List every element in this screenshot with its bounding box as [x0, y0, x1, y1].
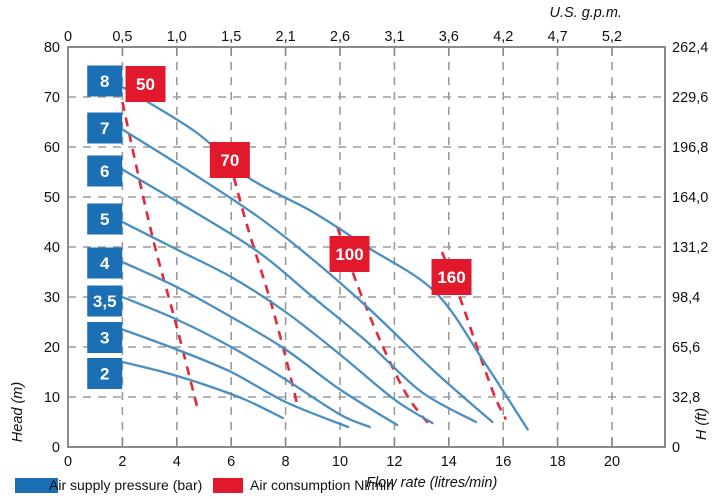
y-tick-label: 50 — [44, 190, 60, 206]
y-tick-label: 70 — [44, 90, 60, 106]
x-axis-title: Flow rate (litres/min) — [366, 475, 498, 491]
consumption-legend-swatch — [213, 478, 243, 493]
consumption-legend-label: Air consumption Nl/min — [250, 477, 394, 493]
pressure-curve-4 — [121, 260, 399, 427]
right-tick-label: 131,2 — [672, 240, 708, 256]
pressure-label-text-2: 2 — [100, 365, 109, 384]
top-tick-label: 3,1 — [384, 29, 404, 45]
x-tick-label: 6 — [227, 454, 235, 470]
x-tick-label: 2 — [118, 454, 126, 470]
consumption-label-text-70: 70 — [220, 151, 239, 170]
x-tick-label: 10 — [332, 454, 348, 470]
y-tick-label: 40 — [44, 240, 60, 256]
pressure-label-text-8: 8 — [100, 72, 109, 91]
right-tick-label: 262,4 — [672, 40, 708, 56]
top-tick-label: 2,1 — [276, 29, 296, 45]
consumption-label-text-100: 100 — [335, 245, 363, 264]
pressure-label-text-4: 4 — [100, 254, 110, 273]
pressure-label-box-5 — [87, 203, 123, 235]
top-tick-label: 1,0 — [167, 29, 187, 45]
top-tick-label: 0 — [64, 29, 72, 45]
pressure-label-text-3,5: 3,5 — [93, 292, 117, 311]
right-tick-label: 164,0 — [672, 190, 708, 206]
consumption-label-box-160 — [431, 259, 472, 295]
pressure-curve-3 — [121, 328, 350, 429]
y-axis-title: Head (m) — [10, 381, 26, 443]
pressure-label-text-6: 6 — [100, 162, 109, 181]
y-tick-label: 20 — [44, 340, 60, 356]
x-tick-label: 0 — [64, 454, 72, 470]
x-tick-label: 4 — [173, 454, 181, 470]
pressure-label-box-8 — [87, 65, 123, 97]
pressure-legend-label: Air supply pressure (bar) — [49, 477, 203, 493]
pressure-label-box-6 — [87, 155, 123, 187]
pressure-legend-swatch — [15, 478, 58, 493]
right-tick-label: 0 — [672, 440, 680, 456]
pressure-label-text-5: 5 — [100, 210, 109, 229]
x-tick-label: 18 — [550, 454, 566, 470]
pressure-curve-5 — [121, 220, 434, 425]
right-tick-label: 196,8 — [672, 140, 708, 156]
top-tick-label: 5,2 — [602, 29, 622, 45]
y-tick-label: 0 — [52, 440, 60, 456]
pressure-curve-6 — [121, 168, 478, 424]
y-tick-label: 10 — [44, 390, 60, 406]
pressure-label-text-3: 3 — [100, 329, 109, 348]
x-tick-label: 16 — [495, 454, 511, 470]
y-tick-label: 30 — [44, 290, 60, 306]
x-tick-label: 20 — [604, 454, 620, 470]
pressure-curve-7 — [121, 128, 494, 424]
pressure-label-box-7 — [87, 112, 123, 144]
top-tick-label: 0,5 — [112, 29, 132, 45]
pressure-label-box-2 — [87, 358, 123, 389]
consumption-label-text-160: 160 — [437, 268, 465, 287]
top-tick-label: 2,6 — [330, 29, 350, 45]
x-tick-label: 14 — [441, 454, 457, 470]
right-tick-label: 98,4 — [672, 290, 700, 306]
right-tick-label: 229,6 — [672, 90, 708, 106]
consumption-label-box-70 — [209, 142, 250, 178]
pressure-curve-8 — [121, 85, 529, 431]
pressure-curve-2 — [121, 360, 285, 420]
y-tick-label: 60 — [44, 140, 60, 156]
y-tick-label: 80 — [44, 40, 60, 56]
consumption-label-box-50 — [125, 66, 166, 102]
right-tick-label: 32,8 — [672, 390, 700, 406]
pressure-curve-3,5 — [121, 295, 372, 429]
top-tick-label: 4,2 — [493, 29, 513, 45]
plot-frame — [67, 46, 666, 448]
consumption-line-50 — [121, 101, 199, 408]
x-tick-label: 8 — [282, 454, 290, 470]
top-axis-title: U.S. g.p.m. — [549, 5, 622, 21]
x-tick-label: 12 — [386, 454, 402, 470]
right-axis-title: H (ft) — [694, 407, 710, 441]
pressure-label-box-3 — [87, 322, 123, 353]
top-tick-label: 1,5 — [221, 29, 241, 45]
consumption-label-box-100 — [329, 236, 370, 272]
pressure-label-box-3,5 — [87, 285, 123, 317]
consumption-label-text-50: 50 — [136, 75, 155, 94]
pressure-label-box-4 — [87, 247, 123, 279]
right-tick-label: 65,6 — [672, 340, 700, 356]
top-tick-label: 3,6 — [439, 29, 459, 45]
top-tick-label: 4,7 — [548, 29, 568, 45]
pressure-label-text-7: 7 — [100, 119, 109, 138]
